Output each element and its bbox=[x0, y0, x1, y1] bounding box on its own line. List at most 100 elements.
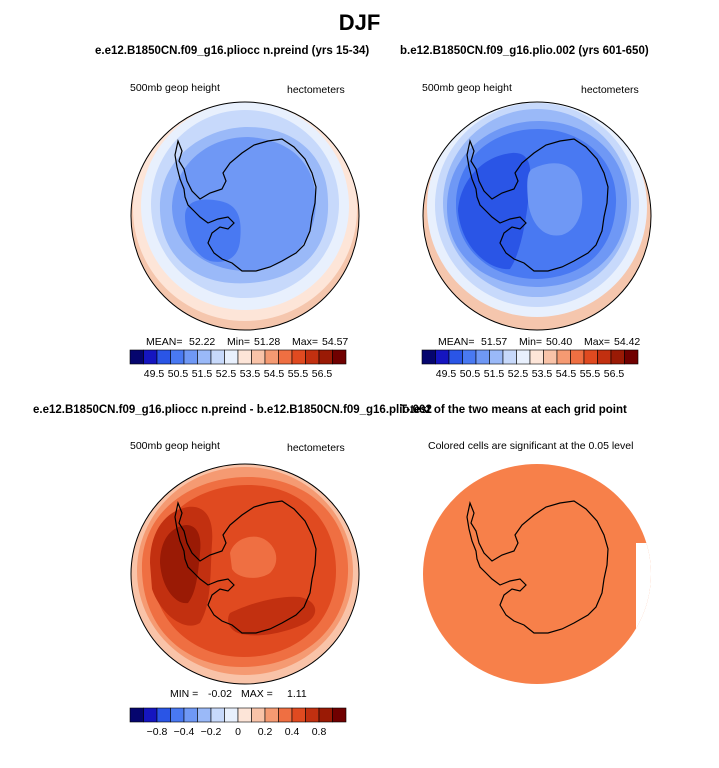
panel3-colorbar: −0.8 −0.4 −0.2 0 0.2 0.4 0.8 bbox=[129, 707, 347, 738]
panel4-insignificant-strip bbox=[636, 543, 651, 684]
panel4-significance-field bbox=[423, 464, 651, 684]
colorbar-swatch bbox=[529, 349, 544, 365]
colorbar-swatch bbox=[278, 707, 293, 723]
panel1-map-border bbox=[130, 101, 360, 331]
colorbar-swatch bbox=[237, 349, 252, 365]
panel2-mean-label: MEAN= bbox=[438, 336, 475, 348]
colorbar-swatch bbox=[156, 349, 171, 365]
colorbar-swatch bbox=[170, 349, 185, 365]
colorbar-swatch bbox=[570, 349, 585, 365]
colorbar-swatch bbox=[502, 349, 517, 365]
colorbar-tick-label: 0.2 bbox=[258, 726, 273, 738]
colorbar-swatch bbox=[156, 707, 171, 723]
colorbar-tick-label: 51.5 bbox=[192, 368, 213, 380]
colorbar-swatch bbox=[462, 349, 477, 365]
colorbar-tick-label: 55.5 bbox=[580, 368, 601, 380]
colorbar-swatch bbox=[264, 349, 279, 365]
panel3-contour-7 bbox=[228, 596, 316, 636]
colorbar-swatch bbox=[556, 349, 571, 365]
panel4-title: T-test of the two means at each grid poi… bbox=[400, 404, 627, 416]
panel3-contour-5 bbox=[160, 525, 201, 604]
colorbar-tick-label: 0 bbox=[235, 726, 241, 738]
panel1-antarctica-coastline bbox=[174, 138, 317, 272]
colorbar-swatch bbox=[170, 707, 185, 723]
colorbar-swatch bbox=[332, 707, 347, 723]
panel1-colorbar: 49.5 50.5 51.5 52.5 53.5 54.5 55.5 56.5 bbox=[129, 349, 347, 380]
panel3-variable-label: 500mb geop height bbox=[130, 440, 220, 452]
colorbar-tick-label: −0.4 bbox=[174, 726, 195, 738]
panel2-min-label: Min= bbox=[519, 336, 543, 348]
panel3-map-border bbox=[130, 463, 360, 685]
panel2-contour-7 bbox=[527, 163, 583, 236]
colorbar-swatch bbox=[421, 349, 436, 365]
panel2-max-label: Max= bbox=[584, 336, 610, 348]
colorbar-swatch bbox=[318, 349, 333, 365]
panel3-max-value: 1.11 bbox=[287, 688, 307, 700]
colorbar-swatch bbox=[305, 707, 320, 723]
colorbar-tick-label: 53.5 bbox=[240, 368, 261, 380]
colorbar-swatch bbox=[475, 349, 490, 365]
colorbar-swatch bbox=[224, 707, 239, 723]
colorbar-swatch bbox=[143, 349, 158, 365]
panel4-note: Colored cells are significant at the 0.0… bbox=[428, 440, 634, 452]
colorbar-swatch bbox=[583, 349, 598, 365]
panel2-colorbar: 49.5 50.5 51.5 52.5 53.5 54.5 55.5 56.5 bbox=[421, 349, 639, 380]
panel4-antarctica-coastline bbox=[466, 500, 609, 634]
panel1-max-label: Max= bbox=[292, 336, 318, 348]
colorbar-swatch bbox=[210, 707, 225, 723]
colorbar-tick-label: −0.8 bbox=[147, 726, 168, 738]
panel1-title: e.e12.B1850CN.f09_g16.pliocc n.preind (y… bbox=[95, 45, 370, 57]
colorbar-swatch bbox=[448, 349, 463, 365]
colorbar-swatch bbox=[197, 707, 212, 723]
panel2-min-value: 50.40 bbox=[546, 336, 573, 348]
panel1-map bbox=[130, 101, 360, 331]
colorbar-swatch bbox=[183, 349, 198, 365]
panel1-mean-value: 52.22 bbox=[189, 336, 216, 348]
colorbar-tick-label: −0.2 bbox=[201, 726, 222, 738]
panel2-map bbox=[422, 101, 652, 331]
panel3-min-value: -0.02 bbox=[208, 688, 232, 700]
colorbar-swatch bbox=[264, 707, 279, 723]
colorbar-swatch bbox=[251, 349, 266, 365]
panel3-units-label: hectometers bbox=[287, 442, 345, 454]
colorbar-swatch bbox=[543, 349, 558, 365]
colorbar-swatch bbox=[624, 349, 639, 365]
panel3-map bbox=[130, 463, 360, 685]
panel1-max-value: 54.57 bbox=[322, 336, 349, 348]
colorbar-swatch bbox=[224, 349, 239, 365]
figure-title: DJF bbox=[338, 10, 381, 35]
panel1-units-label: hectometers bbox=[287, 84, 345, 96]
panel3-contour-6 bbox=[230, 536, 277, 578]
colorbar-tick-label: 49.5 bbox=[144, 368, 165, 380]
colorbar-swatch bbox=[489, 349, 504, 365]
colorbar-swatch bbox=[318, 707, 333, 723]
colorbar-tick-label: 54.5 bbox=[556, 368, 577, 380]
colorbar-tick-label: 50.5 bbox=[168, 368, 189, 380]
colorbar-swatch bbox=[197, 349, 212, 365]
colorbar-tick-label: 55.5 bbox=[288, 368, 309, 380]
panel1-variable-label: 500mb geop height bbox=[130, 82, 220, 94]
colorbar-swatch bbox=[251, 707, 266, 723]
colorbar-swatch bbox=[610, 349, 625, 365]
panel2-units-label: hectometers bbox=[581, 84, 639, 96]
panel2-variable-label: 500mb geop height bbox=[422, 82, 512, 94]
colorbar-swatch bbox=[435, 349, 450, 365]
panel2-contour-6 bbox=[458, 152, 531, 270]
colorbar-tick-label: 56.5 bbox=[312, 368, 333, 380]
colorbar-tick-label: 49.5 bbox=[436, 368, 457, 380]
colorbar-swatch bbox=[183, 707, 198, 723]
colorbar-tick-label: 52.5 bbox=[216, 368, 237, 380]
panel2-title: b.e12.B1850CN.f09_g16.plio.002 (yrs 601-… bbox=[400, 45, 649, 57]
colorbar-tick-label: 51.5 bbox=[484, 368, 505, 380]
panel3-max-label: MAX = bbox=[241, 688, 273, 700]
colorbar-tick-label: 52.5 bbox=[508, 368, 529, 380]
panel4-map bbox=[423, 464, 651, 684]
panel2-mean-value: 51.57 bbox=[481, 336, 508, 348]
colorbar-swatch bbox=[305, 349, 320, 365]
panel1-min-label: Min= bbox=[227, 336, 251, 348]
colorbar-swatch bbox=[129, 707, 144, 723]
colorbar-tick-label: 0.8 bbox=[312, 726, 327, 738]
colorbar-tick-label: 50.5 bbox=[460, 368, 481, 380]
colorbar-tick-label: 54.5 bbox=[264, 368, 285, 380]
panel3-min-label: MIN = bbox=[170, 688, 199, 700]
